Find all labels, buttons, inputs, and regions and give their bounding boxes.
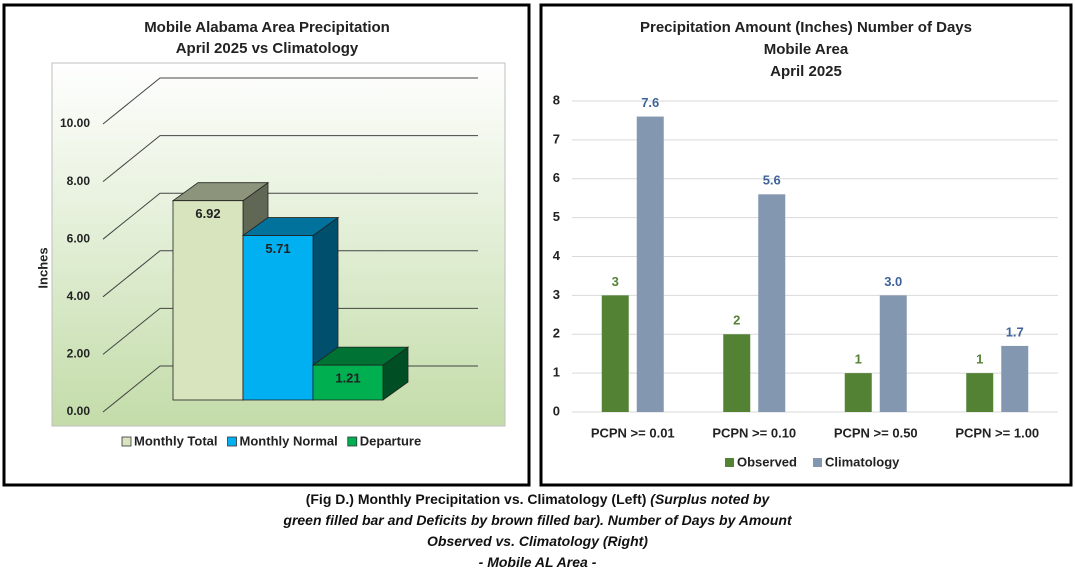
bar	[844, 373, 872, 412]
y-tick-label: 4.00	[67, 289, 91, 303]
data-label: 5.71	[265, 241, 290, 256]
chart-title: Precipitation Amount (Inches) Number of …	[640, 19, 972, 36]
y-axis-label: Inches	[35, 247, 50, 288]
bar	[1001, 345, 1029, 412]
caption-text: (Surplus noted by	[650, 491, 770, 507]
x-tick-label: PCPN >= 0.10	[712, 425, 796, 440]
y-tick-label: 1	[553, 365, 560, 380]
legend-swatch	[725, 458, 734, 467]
caption-text: green filled bar and Deficits by brown f…	[283, 512, 792, 528]
y-tick-label: 6.00	[67, 231, 91, 245]
legend-swatch	[347, 436, 358, 447]
y-tick-label: 2	[553, 326, 560, 341]
bar	[601, 295, 629, 412]
caption-line: (Fig D.) Monthly Precipitation vs. Clima…	[0, 489, 1075, 510]
data-label: 6.92	[195, 206, 220, 221]
data-label: 3	[612, 274, 619, 289]
y-tick-label: 4	[553, 248, 561, 263]
data-label: 2	[733, 313, 740, 328]
bar	[312, 364, 384, 401]
bar	[879, 295, 907, 412]
chart-subtitle: April 2025	[770, 63, 842, 80]
y-tick-label: 10.00	[60, 116, 90, 130]
x-tick-label: PCPN >= 0.50	[834, 425, 918, 440]
data-label: 1.21	[335, 371, 360, 386]
y-tick-label: 0.00	[67, 404, 91, 418]
y-tick-label: 8	[553, 92, 560, 107]
caption-line: - Mobile AL Area -	[0, 552, 1075, 573]
caption-line: Observed vs. Climatology (Right)	[0, 531, 1075, 552]
caption-text: - Mobile AL Area -	[478, 554, 597, 570]
legend-label: Departure	[360, 433, 421, 448]
grid-line	[102, 192, 478, 240]
grid-line	[102, 307, 478, 355]
data-label: 3.0	[884, 274, 902, 289]
data-label: 1	[976, 352, 983, 367]
caption-text: Observed vs. Climatology (Right)	[427, 533, 648, 549]
data-label: 1.7	[1006, 324, 1024, 339]
grid-line	[102, 135, 478, 182]
legend-label: Observed	[737, 454, 797, 469]
y-tick-label: 5	[553, 209, 560, 224]
bar	[172, 200, 244, 401]
chart-subtitle: Mobile Area	[764, 41, 849, 58]
legend-label: Monthly Total	[134, 433, 218, 448]
bar	[966, 373, 994, 412]
caption: (Fig D.) Monthly Precipitation vs. Clima…	[0, 489, 1075, 573]
chart-subtitle: April 2025 vs Climatology	[176, 40, 359, 57]
data-label: 7.6	[641, 95, 659, 110]
caption-line: green filled bar and Deficits by brown f…	[0, 510, 1075, 531]
chart-title: Mobile Alabama Area Precipitation	[144, 19, 390, 36]
bar	[636, 116, 664, 413]
y-tick-label: 2.00	[67, 347, 91, 361]
data-label: 1	[855, 352, 862, 367]
legend-label: Climatology	[825, 454, 900, 469]
y-tick-label: 0	[553, 403, 560, 418]
data-label: 5.6	[763, 173, 781, 188]
y-tick-label: 7	[553, 131, 560, 146]
bar	[723, 334, 751, 412]
bar	[758, 194, 786, 412]
x-tick-label: PCPN >= 0.01	[591, 425, 675, 440]
y-tick-label: 8.00	[67, 174, 91, 188]
grid-line	[102, 250, 478, 298]
x-tick-label: PCPN >= 1.00	[955, 425, 1039, 440]
y-tick-label: 6	[553, 170, 560, 185]
bar	[242, 235, 314, 401]
grid-line	[102, 77, 478, 125]
legend-label: Monthly Normal	[240, 433, 338, 448]
y-tick-label: 3	[553, 287, 560, 302]
legend-swatch	[121, 436, 132, 447]
caption-text: (Fig D.) Monthly Precipitation vs. Clima…	[305, 491, 647, 507]
charts: Mobile Alabama Area Precipitation April …	[2, 3, 1073, 487]
legend-swatch	[227, 436, 237, 447]
legend-swatch	[812, 458, 822, 467]
